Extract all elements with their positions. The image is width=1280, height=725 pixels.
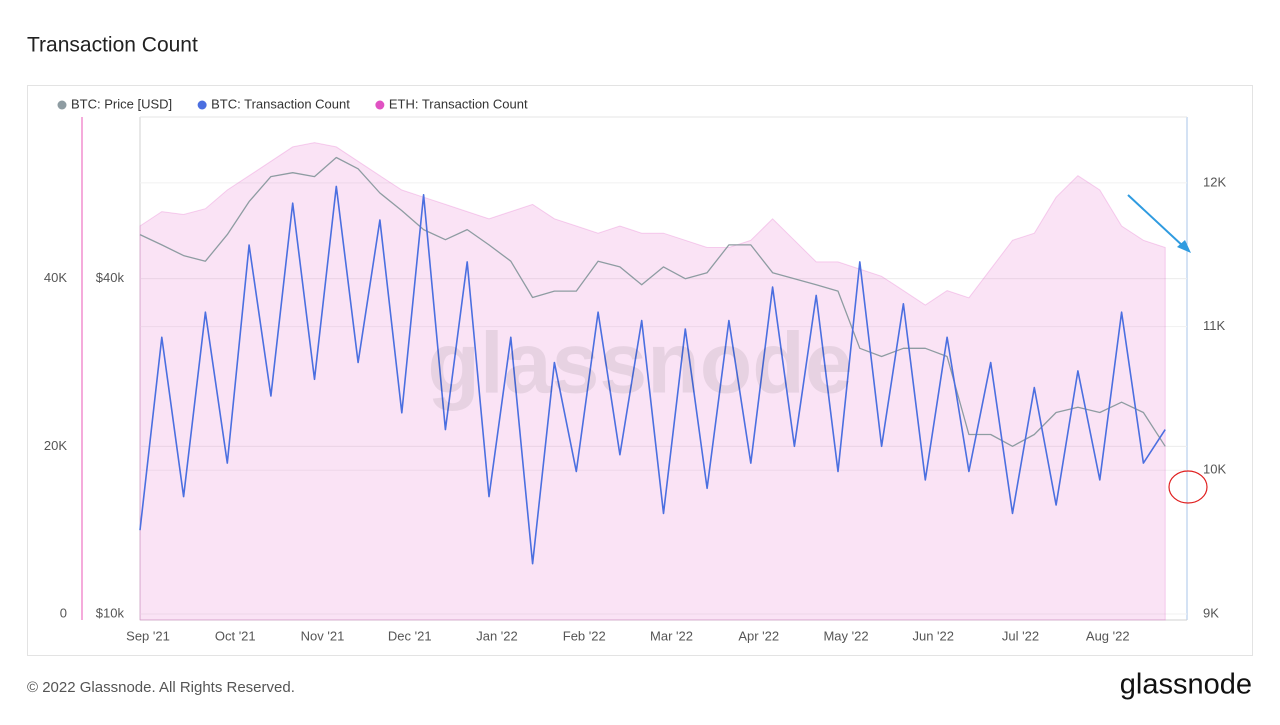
y3-tick-label: $10k	[96, 605, 125, 620]
annotation-arrow	[1127, 194, 1185, 248]
legend-label: ETH: Transaction Count	[389, 96, 528, 111]
legend-marker	[57, 100, 67, 110]
y2-tick-label: 9K	[1203, 605, 1219, 620]
footer: © 2022 Glassnode. All Rights Reserved.	[27, 679, 295, 696]
x-tick-label: Jan '22	[476, 628, 518, 643]
y2-tick-label: 11K	[1203, 318, 1225, 333]
chart-title: Transaction Count	[27, 34, 198, 57]
x-tick-label: Apr '22	[738, 628, 779, 643]
x-tick-label: Feb '22	[563, 628, 606, 643]
x-tick-label: Mar '22	[650, 628, 693, 643]
series-line	[139, 185, 1166, 565]
x-tick-label: Jun '22	[912, 628, 954, 643]
brand-logo: glassnode	[1120, 669, 1252, 701]
x-tick-label: Dec '21	[388, 628, 432, 643]
series-line	[139, 156, 1166, 447]
legend-label: BTC: Transaction Count	[211, 96, 350, 111]
x-tick-label: May '22	[823, 628, 868, 643]
annotation-circle	[1168, 470, 1208, 504]
x-tick-label: Aug '22	[1086, 628, 1130, 643]
x-tick-label: Sep '21	[126, 628, 170, 643]
y-tick-label: 20K	[44, 438, 67, 453]
y-tick-label: 40K	[44, 270, 67, 285]
plot-area	[139, 142, 1187, 621]
legend-marker	[375, 100, 385, 110]
x-tick-label: Jul '22	[1002, 628, 1039, 643]
legend-marker	[197, 100, 207, 110]
y2-tick-label: 10K	[1203, 462, 1226, 477]
watermark: glassnode	[427, 316, 852, 412]
x-tick-label: Nov '21	[301, 628, 345, 643]
series-area	[139, 142, 1166, 621]
legend-label: BTC: Price [USD]	[71, 96, 172, 111]
y2-tick-label: 12K	[1203, 174, 1226, 189]
x-tick-label: Oct '21	[215, 628, 256, 643]
annotation-arrowhead	[1177, 240, 1191, 253]
y3-tick-label: $40k	[96, 270, 125, 285]
y-tick-label: 0	[60, 605, 67, 620]
chart-frame	[27, 85, 1253, 656]
